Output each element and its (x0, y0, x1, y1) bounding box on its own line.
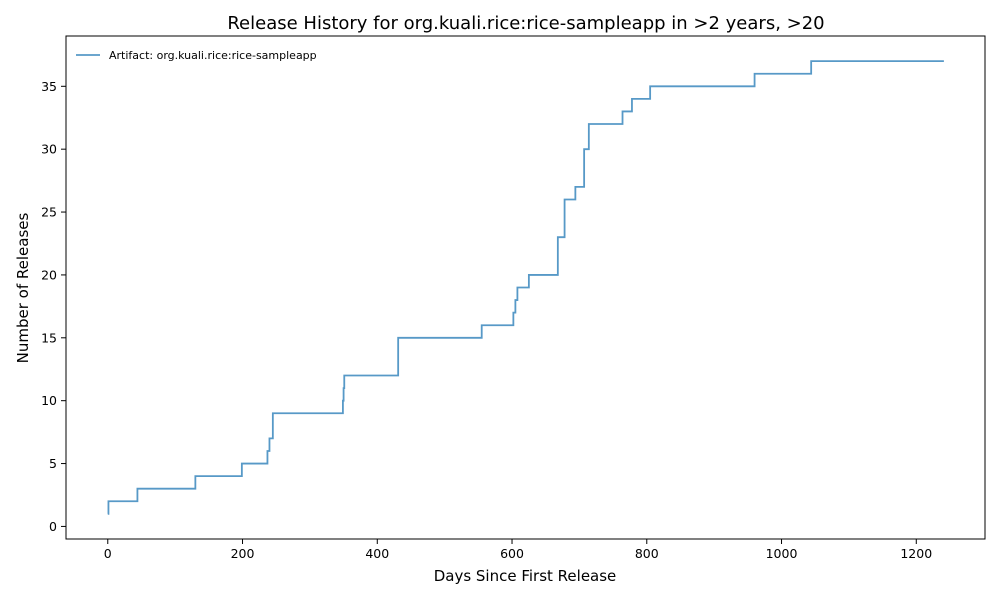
y-tick-label: 15 (41, 330, 57, 345)
legend: Artifact: org.kuali.rice:rice-sampleapp (76, 49, 317, 62)
x-tick-label: 0 (104, 546, 112, 561)
y-tick-label: 5 (49, 456, 57, 471)
y-tick-label: 35 (41, 79, 57, 94)
x-axis-ticks: 0 200 400 600 800 1000 1200 (104, 539, 932, 561)
y-tick-label: 0 (49, 519, 57, 534)
legend-label: Artifact: org.kuali.rice:rice-sampleapp (109, 49, 317, 62)
x-tick-label: 1200 (900, 546, 932, 561)
x-tick-label: 600 (500, 546, 524, 561)
x-tick-label: 800 (635, 546, 659, 561)
y-tick-label: 30 (41, 142, 57, 157)
y-axis-label: Number of Releases (14, 212, 32, 363)
y-tick-label: 20 (41, 267, 57, 282)
chart-title: Release History for org.kuali.rice:rice-… (227, 13, 824, 34)
x-tick-label: 400 (365, 546, 389, 561)
y-axis-ticks: 0 5 10 15 20 25 30 35 (41, 79, 66, 534)
x-tick-label: 200 (231, 546, 255, 561)
y-tick-label: 25 (41, 205, 57, 220)
y-tick-label: 10 (41, 393, 57, 408)
x-tick-label: 1000 (766, 546, 798, 561)
x-axis-label: Days Since First Release (434, 567, 617, 585)
release-step-line (107, 60, 944, 515)
